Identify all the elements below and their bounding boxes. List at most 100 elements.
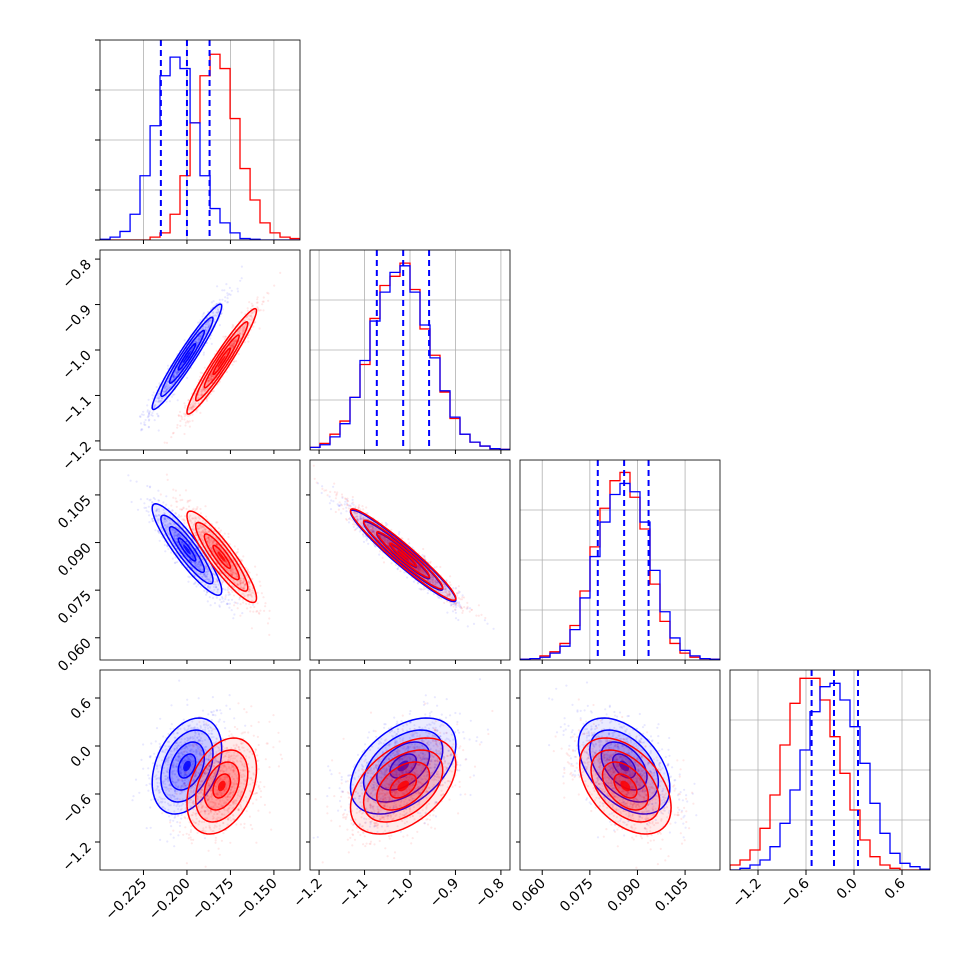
series-b-sample-point [247, 580, 250, 583]
series-b-sample-point [236, 607, 239, 610]
series-b-sample-point [239, 603, 242, 606]
series-b-sample-point [445, 591, 448, 594]
scatter-panel-2-0 [100, 460, 300, 660]
series-a-sample-point [372, 530, 375, 533]
series-b-sample-point [378, 550, 382, 553]
series-a-sample-point [345, 498, 349, 501]
series-a-sample-point [177, 532, 180, 535]
series-a-sample-point [198, 567, 201, 570]
series-b-sample-point [201, 390, 204, 393]
series-a-sample-point [185, 540, 188, 543]
series-b-sample-point [390, 562, 393, 565]
series-b-sample-point [353, 512, 357, 515]
series-a-sample-point [174, 525, 177, 528]
series-a-sample-point [157, 508, 160, 511]
series-b-sample-point [267, 299, 270, 302]
series-b-sample-point [247, 581, 250, 584]
series-b-sample-point [202, 388, 205, 391]
series-a-histogram [310, 265, 510, 450]
series-b-sample-point [245, 602, 248, 605]
series-a-sample-point [175, 537, 179, 540]
series-a-sample-point [236, 290, 240, 293]
series-a-sample-point [227, 593, 230, 597]
series-a-sample-point [210, 546, 213, 549]
series-a-sample-point [198, 565, 201, 568]
series-b-sample-point [249, 307, 253, 310]
series-a-sample-point [201, 557, 204, 561]
series-b-sample-point [242, 330, 245, 333]
series-b-sample-point [232, 339, 235, 342]
series-b-sample-point [192, 405, 195, 409]
series-b-sample-point [231, 346, 234, 349]
series-b-sample-point [382, 538, 385, 541]
series-a-sample-point [433, 580, 437, 583]
series-a-sample-point [162, 508, 165, 511]
series-a-sample-point [458, 590, 461, 594]
series-b-sample-point [417, 567, 420, 570]
series-a-sample-point [175, 372, 178, 375]
series-a-sample-point [436, 595, 439, 598]
series-b-sample-point [233, 339, 236, 342]
series-a-sample-point [180, 541, 183, 544]
series-b-sample-point [370, 524, 373, 527]
series-b-sample-point [241, 320, 244, 323]
series-b-sample-point [200, 531, 203, 534]
series-a-sample-point [199, 563, 202, 567]
series-a-sample-point [230, 588, 233, 592]
series-a-sample-point [165, 383, 168, 386]
series-a-sample-point [155, 510, 158, 513]
series-a-sample-point [418, 587, 421, 590]
series-b-sample-point [381, 551, 385, 554]
series-b-sample-point [226, 569, 229, 572]
series-b-sample-point [249, 594, 252, 597]
series-a-sample-point [142, 413, 145, 416]
series-a-sample-point [153, 405, 156, 408]
series-a-sample-point [151, 519, 154, 523]
series-b-sample-point [200, 390, 203, 393]
series-a-sample-point [157, 429, 160, 432]
series-a-sample-point [209, 604, 212, 607]
series-a-sample-point [197, 572, 200, 576]
series-b-sample-point [431, 576, 434, 579]
series-b-sample-point [258, 327, 261, 330]
series-b-sample-point [216, 580, 219, 583]
series-b-sample-point [194, 520, 197, 523]
series-b-sample-point [249, 606, 252, 609]
series-a-sample-point [362, 540, 366, 544]
series-b-sample-point [226, 563, 229, 566]
series-a-sample-point [236, 287, 239, 290]
series-a-sample-point [174, 534, 177, 537]
series-a-sample-point [205, 590, 209, 593]
series-b-sample-point [204, 505, 207, 508]
series-b-sample-point [418, 565, 421, 568]
series-a-sample-point [179, 369, 182, 372]
series-a-sample-point [454, 608, 457, 612]
series-b-sample-point [455, 602, 458, 605]
series-b-sample-point [209, 374, 212, 377]
series-a-sample-point [148, 514, 151, 517]
series-a-sample-point [152, 406, 155, 409]
series-b-sample-point [206, 379, 210, 382]
series-a-sample-point [372, 530, 375, 533]
series-a-sample-point [203, 574, 206, 577]
series-b-sample-point [315, 481, 318, 484]
series-b-sample-point [251, 577, 254, 580]
series-a-sample-point [166, 544, 169, 547]
series-b-sample-point [210, 376, 213, 379]
series-a-sample-point [163, 395, 166, 399]
series-a-sample-point [158, 396, 161, 399]
series-a-sample-point [166, 381, 169, 384]
series-b-sample-point [242, 329, 245, 332]
series-a-sample-point [202, 573, 205, 576]
series-b-sample-point [242, 601, 245, 604]
series-a-sample-point [147, 415, 150, 418]
series-b-sample-point [210, 548, 213, 551]
series-b-sample-point [235, 575, 238, 578]
series-a-sample-point [205, 330, 208, 333]
series-b-sample-point [207, 537, 210, 540]
series-b-sample-point [238, 329, 241, 332]
series-b-sample-point [418, 569, 421, 572]
series-a-sample-point [213, 583, 216, 586]
series-a-sample-point [345, 510, 348, 513]
series-a-sample-point [448, 590, 451, 593]
